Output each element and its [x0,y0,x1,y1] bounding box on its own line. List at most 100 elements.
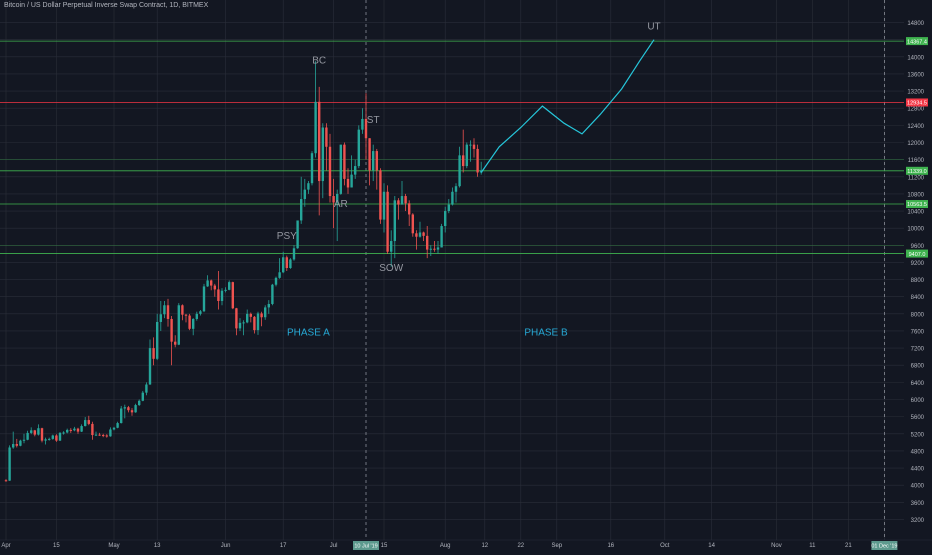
candle [415,230,418,250]
candle [206,275,209,287]
candle-body [332,196,335,203]
candle [87,415,90,426]
candle-body [166,305,170,319]
phase-label: PHASE A [287,327,330,338]
candle [134,403,137,413]
candle-body [292,248,296,260]
candle [148,339,152,385]
candle [91,421,94,440]
candle [339,144,342,195]
candle [451,187,454,206]
candle [224,287,227,293]
price-tick-label: 14800 [907,21,924,27]
candle [195,311,198,321]
time-tick-label: Jul [330,543,338,549]
candle-body [447,204,450,212]
time-cursor-tag-label: 01 Dec '19 [871,544,897,550]
candle [188,313,191,331]
candle-body [199,311,202,314]
time-tick-label: Oct [660,543,670,549]
candle-body [87,420,90,424]
candle [267,300,270,314]
price-level-tag-label: 12934.5 [907,101,927,107]
price-tick-label: 14000 [907,55,924,61]
candle [184,313,188,323]
candle-body [145,384,148,393]
candle [354,159,357,179]
candle [145,382,148,396]
candles [4,61,483,482]
candle [58,432,62,442]
time-tick-label: 15 [53,543,60,549]
candle-body [242,322,245,324]
candle-body [372,151,375,171]
candle [350,155,353,188]
time-tick-label: Jun [221,543,231,549]
candle-body [465,144,468,167]
phase-label: PHASE B [524,327,568,338]
candle [422,231,425,242]
candle-body [253,316,256,331]
candle [375,148,378,190]
candle [22,433,26,444]
candle-body [170,318,173,342]
candle-body [220,290,224,301]
candle [33,429,36,437]
candle [246,309,249,324]
candle-body [300,199,303,221]
candle-body [192,318,195,329]
candle [231,281,234,310]
candle [397,198,400,220]
candle [400,181,404,205]
candle-body [51,435,54,439]
candle [26,430,29,441]
candle [120,405,123,424]
price-level-tag [906,249,928,258]
price-tick-label: 12400 [907,124,924,130]
candle [55,434,58,442]
candle [404,193,407,212]
candle-body [15,444,18,446]
candle [364,93,368,160]
candle [372,144,375,182]
candle [411,213,414,237]
candle-body [307,183,310,190]
price-tick-label: 12000 [907,141,924,147]
time-tick-label: Apr [1,543,10,549]
candle [238,318,242,331]
candle-body [4,480,8,482]
candle-body [296,220,299,249]
event-label: PSY [277,231,297,242]
price-tick-label: 6000 [911,398,925,404]
event-label: AR [334,199,348,210]
candle-body [206,280,209,287]
candle [278,258,281,279]
candle-body [202,286,206,312]
candle [220,288,224,306]
candle [84,417,87,427]
candle [192,318,195,336]
candle [80,424,83,433]
candle [433,241,436,252]
candle [382,183,386,233]
time-tick-label: 17 [280,543,287,549]
candle-body [303,189,306,200]
candle-body [454,186,458,192]
time-tick-label: May [108,543,119,549]
candle [98,432,101,436]
candle-body [210,280,213,286]
candle-body [37,428,40,435]
candle [274,276,278,287]
candle-body [339,144,342,194]
candle-body [318,101,321,182]
candle-body [26,432,29,440]
candle [361,108,364,134]
price-level-tag [906,37,928,46]
candle [465,142,468,169]
candle [336,189,339,242]
time-tick-label: 16 [607,543,614,549]
candle [328,133,332,203]
candle-body [8,447,11,481]
